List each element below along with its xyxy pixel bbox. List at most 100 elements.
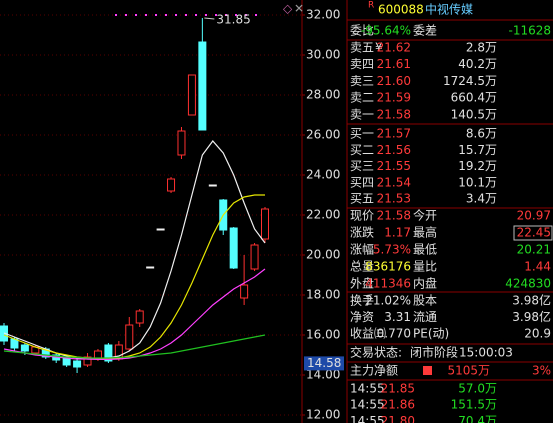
stat-value: 836176 [365, 260, 411, 274]
fund-label: 收益㈢ [350, 327, 386, 341]
flow-pct: 3% [532, 364, 551, 378]
y-tick-label: 14.00 [306, 368, 340, 382]
ask-price: 21.61 [377, 57, 411, 71]
tick-price: 21.85 [381, 382, 415, 396]
candle-body [198, 41, 207, 131]
stat-value: 21.58 [377, 209, 411, 223]
tick-volume: 57.0万 [458, 382, 497, 396]
ask-volume: 1724.5万 [443, 74, 497, 88]
high-box [513, 225, 553, 241]
candle-body [20, 344, 29, 352]
fund-label: 股本 [413, 294, 437, 308]
tick-time: 14:55 [350, 414, 385, 423]
bid-price: 21.53 [377, 192, 411, 206]
stat-value: 411346 [365, 277, 411, 291]
ask-label: 卖三 [350, 74, 374, 88]
icon-close[interactable]: ✕ [294, 2, 304, 16]
plot: 31.85 [0, 13, 269, 373]
code-badge: R [368, 1, 374, 11]
status-time: 15:00:03 [459, 346, 513, 360]
candle-body [146, 266, 155, 269]
tick-time: 14:55 [350, 382, 385, 396]
candle-body [156, 228, 165, 231]
high-pointer [204, 17, 215, 20]
bid-label: 买二 [350, 143, 374, 157]
stock-code: 600088 [378, 3, 424, 17]
icon-diamond[interactable]: ◇ [283, 2, 293, 16]
bid-volume: 3.4万 [466, 192, 497, 206]
label: 委比 [350, 24, 374, 38]
stat-label: 总量 [350, 260, 374, 274]
candle-body [177, 130, 186, 156]
candle-body [73, 360, 82, 368]
fund-label: 净资 [350, 310, 374, 324]
status-value: 闭市阶段 [410, 345, 458, 360]
candle-body [250, 244, 259, 270]
stat-value: 20.21 [517, 243, 551, 257]
ask-price: 21.60 [377, 74, 411, 88]
moving-average-line [3, 194, 265, 360]
candle-body [167, 178, 176, 192]
stat-label: 涨幅 [350, 242, 374, 257]
fund-value: 3.98亿 [512, 293, 551, 308]
tick-price: 21.80 [381, 414, 415, 423]
tick-volume: 70.4万 [458, 414, 497, 423]
y-axis: 12.00 14.00 16.00 18.00 20.00 22.00 24.00 26.00… [302, 8, 344, 422]
y-tick-label: 20.00 [306, 248, 340, 262]
bid-price: 21.54 [377, 175, 411, 189]
y-tick-label: 30.00 [306, 48, 340, 62]
candle-body [104, 344, 113, 362]
candle-body [208, 184, 217, 187]
stock-name: 中视传媒 [425, 2, 473, 17]
flow-label: 主力净额 [350, 364, 398, 378]
bid-volume: 8.6万 [466, 127, 497, 141]
y-tick-label: 22.00 [306, 208, 340, 222]
y-tick-label: 12.00 [306, 408, 340, 422]
stat-label: 最低 [413, 243, 437, 257]
fund-value: 21.02% [365, 294, 411, 308]
stat-value: 20.97 [517, 209, 551, 223]
stat-label: 最高 [413, 225, 437, 240]
ask-volume: 2.8万 [466, 41, 497, 55]
candle-body [125, 324, 134, 350]
ask-price: 21.59 [377, 91, 411, 105]
candle-body [135, 310, 144, 324]
stat-value: 424830 [505, 277, 551, 291]
candle-body [83, 356, 92, 366]
stat-label: 今开 [413, 208, 437, 223]
ask-label: 卖二 [350, 91, 374, 105]
ask-label: 卖一 [350, 107, 374, 121]
bid-label: 买一 [350, 127, 374, 141]
bid-label: 买五 [350, 192, 374, 206]
bid-volume: 10.1万 [458, 175, 497, 189]
candle-body [187, 74, 196, 116]
y-tick-label: 26.00 [306, 128, 340, 142]
stat-value: 1.44 [524, 260, 551, 274]
bid-price: 21.55 [377, 159, 411, 173]
ask-label: 卖五 [350, 41, 374, 55]
ask-volume: 40.2万 [458, 57, 497, 71]
fund-label: PE(动) [413, 327, 449, 341]
candle-body [229, 227, 238, 269]
price-marker-box [304, 356, 344, 371]
stat-label: 现价 [350, 209, 374, 223]
moving-average-line [3, 334, 266, 359]
fund-value: 0.770 [377, 327, 411, 341]
ask-label: 卖四 [350, 57, 374, 71]
high-label: 31.85 [216, 13, 250, 27]
status-label: 交易状态: [350, 345, 402, 360]
tick-price: 21.86 [381, 398, 415, 412]
tick-time: 14:55 [350, 398, 385, 412]
stat-label: 量比 [413, 260, 437, 274]
bid-label: 买四 [350, 175, 374, 189]
bid-price: 21.56 [377, 143, 411, 157]
label: 委差 [413, 24, 437, 38]
value: -11628 [508, 24, 551, 38]
stat-label: 外盘 [350, 276, 374, 291]
bid-volume: 15.7万 [458, 143, 497, 157]
candle-body [261, 208, 269, 240]
ask-price: 21.58 [377, 107, 411, 121]
